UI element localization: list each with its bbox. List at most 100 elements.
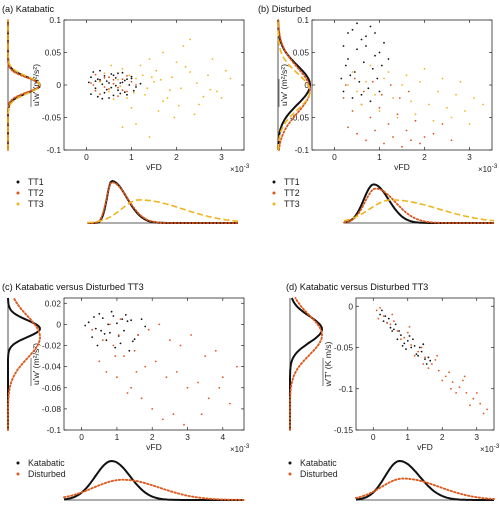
point-tt1 <box>110 73 113 75</box>
point-disturbed <box>427 367 430 369</box>
y-tick-label: -0.1 <box>47 145 62 155</box>
point-tt2 <box>135 84 137 86</box>
point-tt3 <box>202 95 205 98</box>
point-katabatic <box>91 336 94 338</box>
x-exponent-label: ×10-3 <box>230 443 250 454</box>
panel-title: (c) Katabatic versus Disturbed TT3 <box>2 282 144 292</box>
point-tt1 <box>87 81 90 84</box>
point-disturbed <box>112 344 115 347</box>
y-tick-label: -0.05 <box>290 113 309 123</box>
point-tt2 <box>103 86 106 88</box>
point-katabatic <box>387 317 390 320</box>
scatter-points <box>375 307 488 415</box>
y-tick-label: 0 <box>56 80 61 90</box>
point-katabatic <box>130 319 133 322</box>
x-tick-label: 0 <box>332 152 337 162</box>
point-tt1 <box>358 80 361 83</box>
y-tick-label: -0.1 <box>295 145 310 155</box>
point-tt2 <box>121 89 124 92</box>
point-tt3 <box>177 104 180 107</box>
panel-title: (a) Katabatic <box>2 4 54 14</box>
point-tt1 <box>360 93 363 96</box>
point-katabatic <box>422 343 425 346</box>
point-katabatic <box>389 326 392 329</box>
point-tt1 <box>101 83 104 86</box>
point-tt2 <box>369 116 372 119</box>
legend-marker-tt1 <box>16 180 20 184</box>
legend-label: TT2 <box>284 188 300 198</box>
point-katabatic <box>415 353 418 355</box>
point-disturbed <box>451 381 454 383</box>
y-pdf-curve-tt3 <box>277 20 311 150</box>
point-katabatic <box>394 323 397 326</box>
point-katabatic <box>140 318 143 320</box>
x-tick-label: 0 <box>84 152 89 162</box>
point-disturbed <box>396 330 399 332</box>
y-pdf-curve-disturbed <box>7 297 41 431</box>
point-tt2 <box>126 90 128 93</box>
point-disturbed <box>379 307 381 309</box>
point-katabatic <box>418 346 421 349</box>
point-disturbed <box>158 323 161 326</box>
point-tt3 <box>374 93 376 96</box>
legend-label: TT3 <box>284 199 300 209</box>
point-katabatic <box>417 354 419 357</box>
point-tt1 <box>108 82 110 84</box>
y-tick-label: -0.05 <box>42 113 61 123</box>
point-tt1 <box>132 89 135 92</box>
point-tt1 <box>374 32 376 34</box>
point-tt1 <box>121 81 124 84</box>
point-tt1 <box>105 88 108 91</box>
point-disturbed <box>135 371 138 373</box>
x-pdf-curve-disturbed <box>355 477 495 501</box>
point-tt3 <box>155 69 158 72</box>
point-tt1 <box>126 78 128 81</box>
point-disturbed <box>117 334 120 336</box>
point-tt3 <box>464 110 466 112</box>
point-tt1 <box>114 77 117 79</box>
point-tt1 <box>376 77 379 80</box>
point-disturbed <box>214 349 217 352</box>
point-tt1 <box>378 90 381 93</box>
point-disturbed <box>410 344 413 346</box>
x-pdf-panel <box>87 179 239 224</box>
point-disturbed <box>109 323 111 326</box>
point-tt3 <box>473 97 475 99</box>
point-katabatic <box>425 363 428 365</box>
y-pdf-curve-katabatic <box>289 297 324 430</box>
panel-title: (b) Disturbed <box>258 4 311 14</box>
point-tt2 <box>398 97 401 99</box>
y-tick-label: 0.05 <box>293 48 310 58</box>
x-tick-label: 3 <box>185 432 190 442</box>
point-disturbed <box>165 376 168 379</box>
point-disturbed <box>183 423 185 426</box>
point-tt3 <box>383 77 385 80</box>
point-disturbed <box>431 363 433 365</box>
point-tt3 <box>182 45 185 47</box>
point-tt1 <box>365 35 367 38</box>
y-pdf-panel <box>7 297 41 431</box>
point-tt3 <box>365 80 367 83</box>
point-tt2 <box>389 84 392 86</box>
legend-label: Disturbed <box>300 469 338 479</box>
point-tt2 <box>450 139 453 142</box>
point-tt3 <box>450 116 453 119</box>
point-katabatic <box>114 346 117 349</box>
point-disturbed <box>151 408 154 410</box>
point-tt1 <box>378 51 381 54</box>
point-tt3 <box>132 91 135 94</box>
point-tt2 <box>342 97 345 99</box>
point-katabatic <box>401 345 404 347</box>
point-katabatic <box>112 315 115 317</box>
point-tt2 <box>441 123 444 125</box>
legend-label: TT3 <box>28 199 44 209</box>
point-tt1 <box>139 82 142 85</box>
point-katabatic <box>381 309 383 312</box>
point-disturbed <box>105 371 108 373</box>
panel-b: (b) Disturbed 0 1 2 3 -0.1 -0.05 0 0.05 0.1 vFD ×10… <box>258 4 498 224</box>
x-ticks: 0 1 2 3 <box>371 298 479 442</box>
x-axis-label: vFD <box>146 162 162 172</box>
point-tt1 <box>342 90 345 93</box>
point-tt3 <box>146 87 149 90</box>
